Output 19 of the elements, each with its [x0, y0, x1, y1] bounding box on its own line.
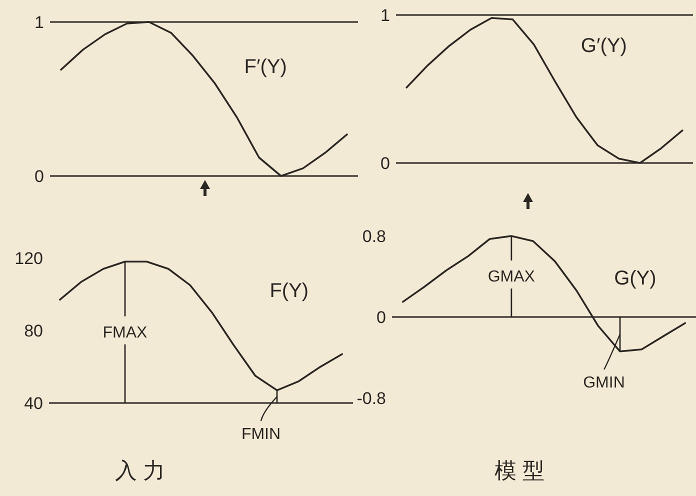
- x-axis-title: 模 型: [494, 458, 545, 483]
- y-tick-label: 120: [14, 249, 43, 268]
- text: F(Y): [270, 280, 309, 302]
- annotation: GMIN: [583, 374, 625, 392]
- y-tick-label: 80: [24, 322, 43, 340]
- y-tick-label: 1: [34, 13, 44, 32]
- y-tick-label: 0: [376, 308, 386, 327]
- y-tick-label: 0: [34, 167, 44, 186]
- y-tick-label: -0.8: [356, 389, 386, 408]
- series-label: G(Y): [614, 268, 656, 290]
- series-label: F′(Y): [244, 56, 287, 78]
- series-label: G′(Y): [580, 35, 627, 57]
- y-tick-label: 40: [24, 394, 43, 413]
- annotation: FMAX: [102, 324, 148, 342]
- y-tick-label: 0: [380, 154, 390, 173]
- y-tick-label: 0.8: [362, 227, 386, 246]
- annotation: GMAX: [488, 268, 536, 286]
- x-axis-title: 入 力: [115, 458, 166, 483]
- y-tick-label: 1: [380, 6, 390, 25]
